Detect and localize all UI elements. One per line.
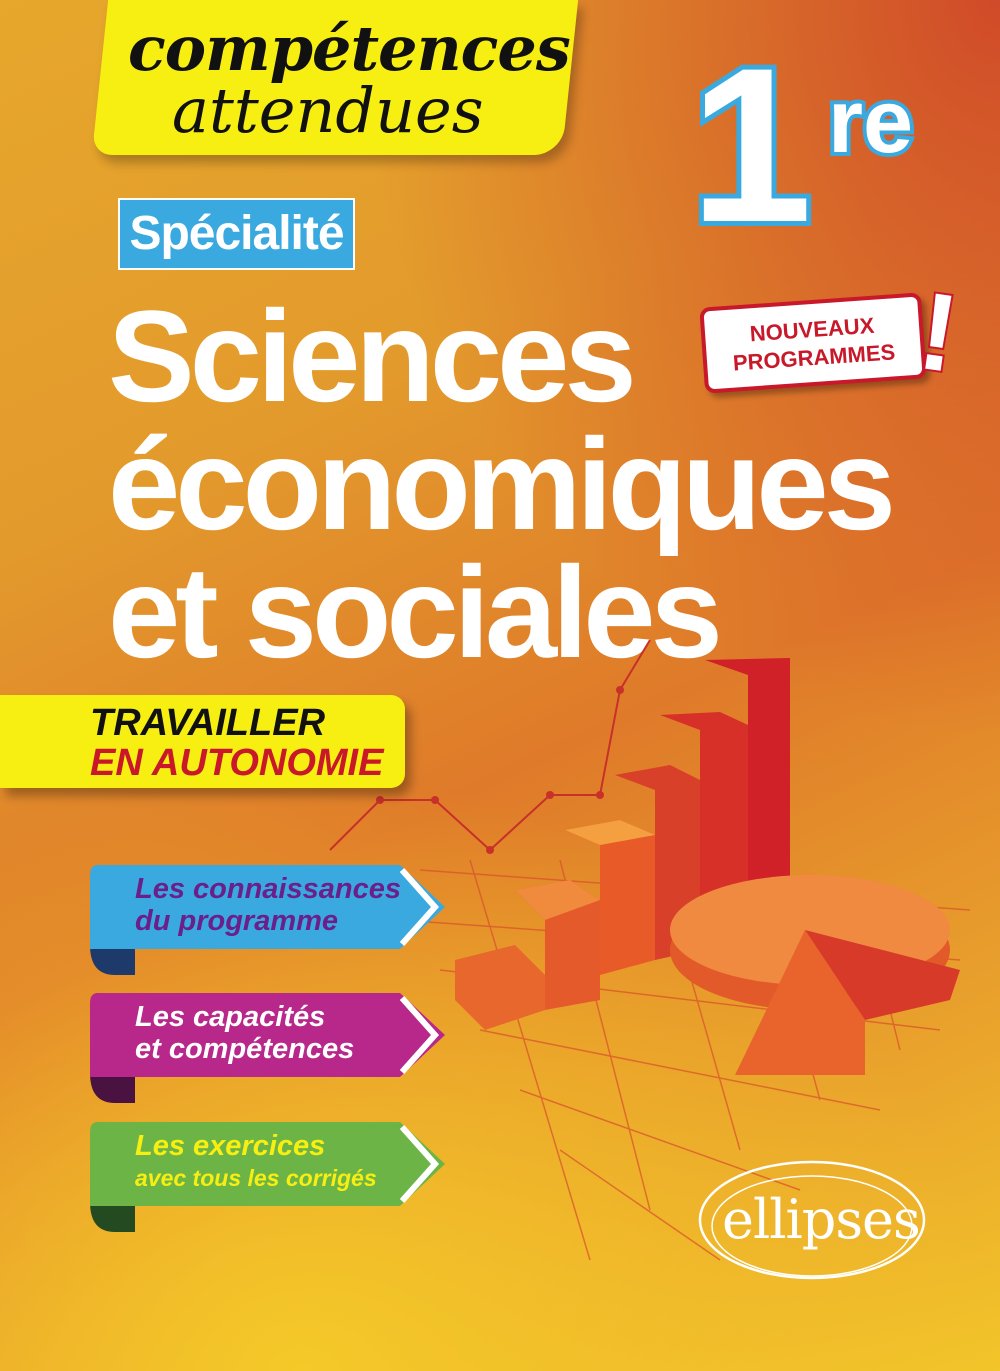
new-programs-badge: NOUVEAUX PROGRAMMES [699,292,927,394]
ribbon-exercises: Les exercices avec tous les corrigés [90,1122,445,1234]
series-line1: compétences [128,12,571,85]
ribbon-shape [90,865,445,975]
grade-number: 1 [685,22,817,268]
ribbon-skills: Les capacités et compétences [90,993,445,1105]
ribbon-line2: du programme [135,905,339,937]
ribbon-line1: Les connaissances [135,873,401,905]
ribbon-shape [90,993,445,1103]
chart-illustration [329,639,971,1261]
ribbon-line2: avec tous les corrigés [135,1165,377,1191]
title-line3: et sociales [108,539,723,685]
trend-points [376,686,624,854]
ribbon-shape [90,1122,445,1232]
grade-suffix: re [824,68,917,176]
trend-line [329,639,651,852]
title-line2: économiques [108,411,896,557]
title-line1: Sciences [108,283,637,429]
ribbon-line1: Les capacités [135,1001,326,1033]
series-line2: attendues [172,74,484,147]
ellipses-logo [698,1160,926,1280]
autonomy-line2: EN AUTONOMIE [90,742,384,784]
autonomy-banner [0,695,405,788]
pie-chart [670,875,960,1075]
book-title: Sciences économiques et sociales [108,283,896,685]
ribbon-line1: Les exercices [135,1130,326,1162]
publisher-name: ellipses [722,1188,921,1251]
autonomy-line1: TRAVAILLER [90,702,326,744]
series-title: compétences attendues [128,12,571,147]
ribbon-line2: et compétences [135,1033,355,1065]
ribbon-knowledge: Les connaissances du programme [90,865,445,977]
specialty-label: Spécialité [118,198,355,270]
